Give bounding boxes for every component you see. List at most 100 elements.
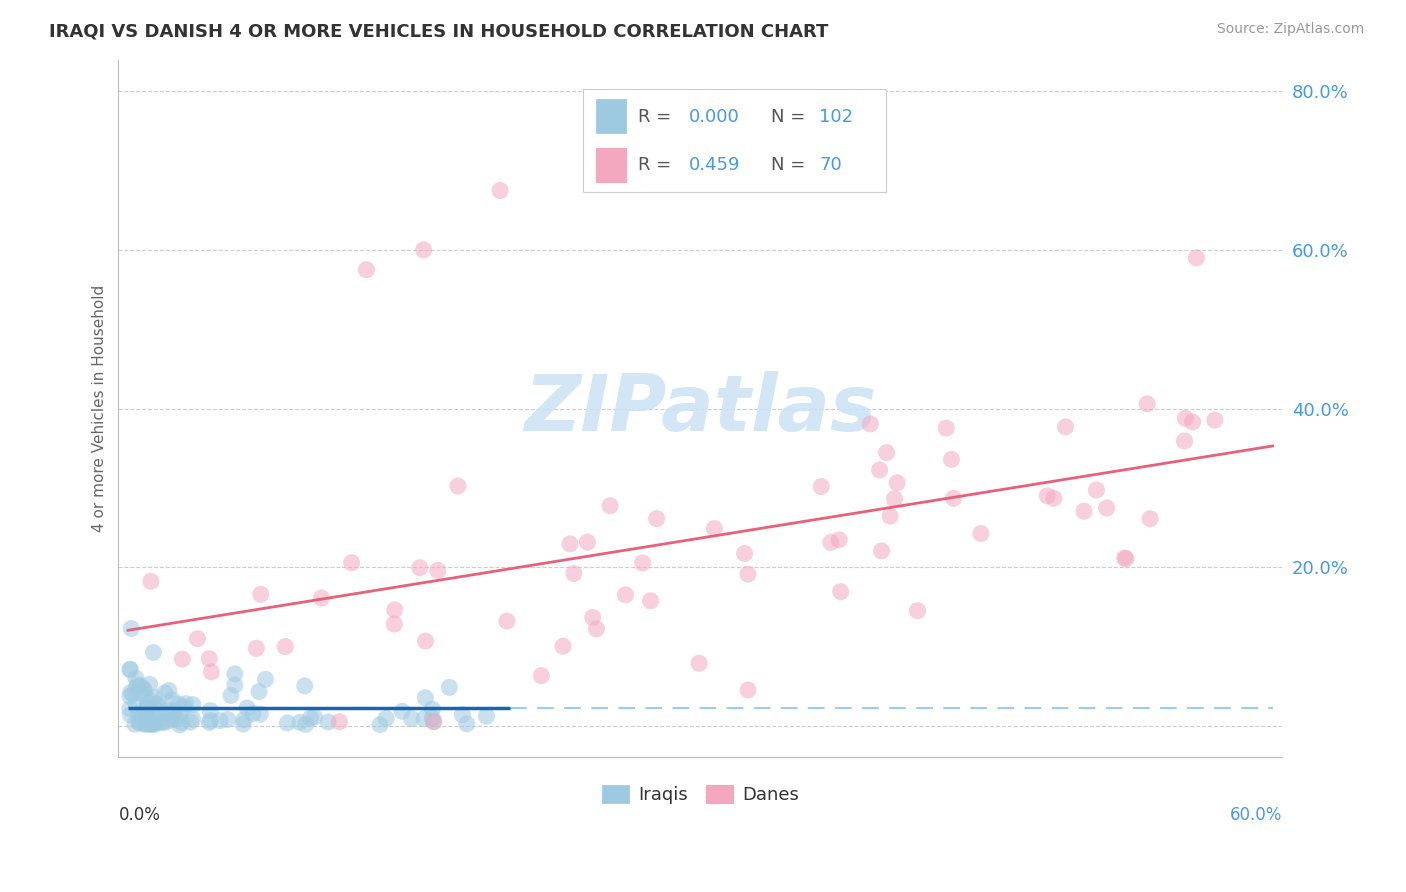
Point (415, 634, 437, 648)
Point (169, 707, 191, 722)
Legend: Iraqis, Danes: Iraqis, Danes (595, 778, 806, 811)
Point (409, 560, 432, 574)
Point (169, 718, 191, 732)
Point (181, 698, 204, 712)
Point (496, 614, 519, 628)
Text: ZIPatlas: ZIPatlas (524, 370, 876, 447)
Point (120, 707, 142, 722)
Point (304, 710, 326, 724)
Text: Source: ZipAtlas.com: Source: ZipAtlas.com (1216, 22, 1364, 37)
Point (820, 535, 842, 549)
Point (120, 685, 142, 699)
Point (585, 622, 607, 636)
Point (145, 697, 167, 711)
Point (152, 715, 174, 730)
Point (734, 547, 756, 561)
Point (219, 689, 242, 703)
Point (186, 632, 208, 646)
Point (356, 262, 378, 277)
Point (156, 703, 179, 717)
Text: 0.000: 0.000 (689, 108, 740, 126)
Point (970, 526, 993, 541)
Point (143, 717, 166, 731)
Point (138, 717, 160, 731)
Point (124, 717, 146, 731)
Point (562, 566, 585, 581)
Text: 70: 70 (820, 156, 842, 174)
Text: IRAQI VS DANISH 4 OR MORE VEHICLES IN HOUSEHOLD CORRELATION CHART: IRAQI VS DANISH 4 OR MORE VEHICLES IN HO… (49, 22, 828, 40)
Point (224, 666, 246, 681)
Point (614, 588, 637, 602)
Point (599, 499, 621, 513)
Point (138, 677, 160, 691)
Point (135, 701, 157, 715)
Point (142, 645, 165, 659)
Point (139, 574, 162, 589)
Point (155, 714, 177, 729)
Point (217, 713, 239, 727)
Point (294, 679, 316, 693)
Point (688, 657, 710, 671)
Point (134, 714, 156, 728)
Point (174, 697, 197, 711)
Point (125, 698, 148, 712)
Point (401, 712, 423, 726)
Point (139, 716, 162, 731)
Point (134, 683, 156, 698)
Point (631, 556, 654, 570)
Point (447, 479, 470, 493)
Point (737, 567, 759, 582)
Point (132, 707, 155, 722)
Point (830, 584, 852, 599)
Point (153, 686, 176, 700)
Point (224, 678, 246, 692)
Text: 60.0%: 60.0% (1230, 806, 1282, 824)
Point (148, 714, 170, 729)
Bar (596, 148, 626, 181)
Point (1204, 413, 1226, 427)
Point (120, 622, 142, 636)
Point (122, 687, 145, 701)
Y-axis label: 4 or more Vehicles in Household: 4 or more Vehicles in Household (93, 285, 107, 533)
Point (859, 417, 882, 431)
Point (165, 712, 187, 726)
Point (299, 711, 322, 725)
Point (375, 711, 398, 725)
Text: R =: R = (638, 108, 671, 126)
Point (316, 714, 339, 729)
Point (118, 663, 141, 677)
Point (167, 697, 190, 711)
Point (143, 690, 166, 705)
Point (156, 706, 179, 721)
Point (384, 603, 406, 617)
Point (582, 610, 605, 624)
Point (382, 617, 405, 632)
Point (160, 710, 183, 724)
Point (439, 681, 461, 695)
Point (242, 706, 264, 721)
Point (737, 683, 759, 698)
Point (128, 715, 150, 730)
Point (136, 700, 159, 714)
Text: 0.0%: 0.0% (118, 806, 160, 824)
Point (886, 475, 908, 490)
Point (311, 591, 333, 605)
Point (1036, 489, 1059, 503)
Point (139, 693, 162, 707)
Point (420, 711, 443, 725)
Point (294, 717, 316, 731)
Text: N =: N = (770, 156, 806, 174)
Point (274, 640, 297, 654)
Point (233, 713, 256, 727)
Point (200, 714, 222, 728)
Point (426, 564, 449, 578)
Point (132, 717, 155, 731)
Point (423, 714, 446, 729)
Point (1185, 251, 1208, 265)
Point (1085, 483, 1108, 497)
Point (645, 511, 668, 525)
Point (551, 639, 574, 653)
Point (249, 587, 271, 601)
Point (135, 695, 157, 709)
Point (136, 707, 159, 722)
